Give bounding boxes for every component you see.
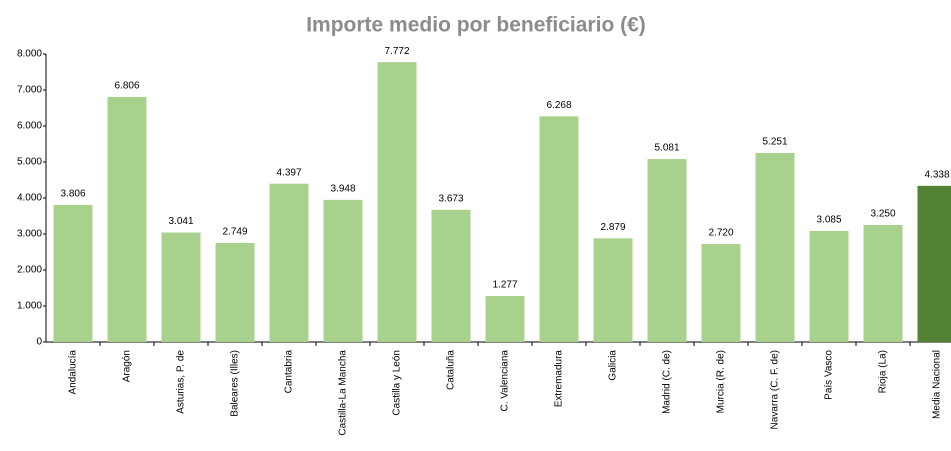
value-label: 6.268 [546,100,571,111]
bar [431,209,471,342]
bar [161,232,201,342]
bar [269,183,309,342]
y-tick-label: 2.000 [17,265,42,276]
chart-title: Importe medio por beneficiario (€) [306,14,646,37]
value-label: 5.251 [762,137,787,148]
x-tick-label: Navarra (C. F. de) [770,350,781,429]
x-tick-label: Asturias, P. de [176,350,187,414]
x-tick-label: C. Valenciana [500,350,511,412]
bar [485,296,525,342]
x-tick-label: Murcia (R. de) [716,350,727,413]
y-tick-label: 1.000 [17,301,42,312]
x-tick-label: Baleares (Illes) [230,350,241,417]
y-tick-label: 4.000 [17,193,42,204]
x-tick-label: Rioja (La) [878,350,889,393]
bar [377,62,417,342]
bar [917,185,951,342]
x-tick-label: Andalucía [68,350,79,395]
bar [215,243,255,342]
y-tick-label: 6.000 [17,121,42,132]
y-tick-label: 5.000 [17,157,42,168]
value-label: 5.081 [654,143,679,154]
bar [593,238,633,342]
bar [809,230,849,342]
y-tick-label: 7.000 [17,85,42,96]
value-label: 4.338 [924,169,949,180]
value-label: 3.085 [816,215,841,226]
x-tick-label: Castilla y León [392,350,403,416]
y-tick-label: 3.000 [17,229,42,240]
value-label: 6.806 [114,81,139,92]
value-label: 3.250 [870,209,895,220]
y-tick-label: 0 [36,337,42,348]
bar [755,152,795,342]
bar [539,116,579,343]
value-label: 3.948 [330,184,355,195]
x-tick-label: País Vasco [824,350,835,400]
x-tick-label: Extremadura [554,350,565,408]
value-label: 2.749 [222,227,247,238]
value-label: 3.673 [438,193,463,204]
value-label: 3.806 [60,189,85,200]
x-tick-label: Media Nacional [932,350,943,419]
x-tick-label: Cataluña [446,350,457,390]
value-label: 4.397 [276,167,301,178]
value-label: 3.041 [168,216,193,227]
value-label: 2.720 [708,228,733,239]
bar [107,96,147,342]
bar [863,225,903,342]
value-label: 1.277 [492,280,517,291]
bar [647,159,687,342]
x-tick-label: Cantabria [284,350,295,394]
value-label: 2.879 [600,222,625,233]
bar [701,244,741,342]
x-tick-label: Galicia [608,350,619,381]
bar [323,199,363,342]
y-tick-label: 8.000 [17,49,42,60]
x-tick-label: Castilla-La Mancha [338,350,349,436]
x-tick-label: Madrid (C. de) [662,350,673,414]
x-tick-label: Aragón [122,350,133,382]
bar [53,204,93,342]
value-label: 7.772 [384,46,409,57]
